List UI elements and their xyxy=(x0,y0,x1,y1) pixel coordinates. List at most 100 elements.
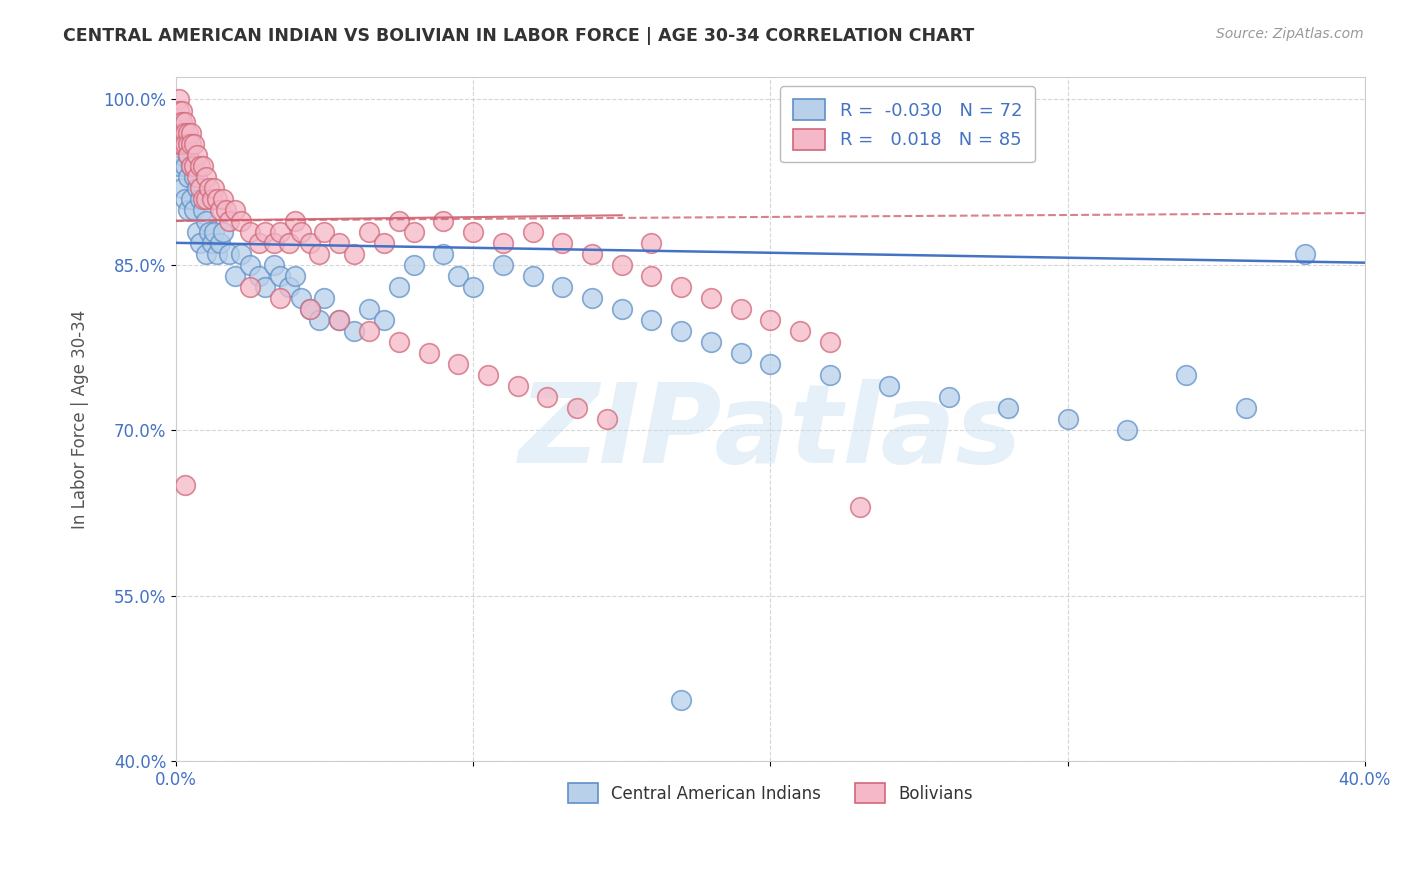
Point xyxy=(343,247,366,261)
Point xyxy=(818,334,841,349)
Point xyxy=(1175,368,1198,383)
Point xyxy=(200,192,222,206)
Point xyxy=(388,214,411,228)
Point xyxy=(183,169,205,184)
Point xyxy=(284,268,307,283)
Point xyxy=(197,225,219,239)
Point xyxy=(328,313,350,327)
Point xyxy=(522,268,544,283)
Point xyxy=(180,159,202,173)
Point xyxy=(477,368,499,383)
Point xyxy=(194,214,217,228)
Point xyxy=(877,379,900,393)
Point xyxy=(298,235,321,250)
Point xyxy=(224,268,246,283)
Point xyxy=(263,235,285,250)
Point xyxy=(191,202,214,217)
Point xyxy=(492,258,515,272)
Point xyxy=(536,390,558,404)
Point xyxy=(183,202,205,217)
Point xyxy=(357,225,380,239)
Point xyxy=(194,247,217,261)
Point xyxy=(789,324,811,338)
Point xyxy=(700,334,723,349)
Point xyxy=(447,357,470,371)
Point xyxy=(1056,412,1078,426)
Point xyxy=(188,159,211,173)
Point xyxy=(277,235,299,250)
Point xyxy=(759,313,782,327)
Point xyxy=(247,235,270,250)
Point xyxy=(610,258,633,272)
Point xyxy=(263,258,285,272)
Point xyxy=(180,136,202,151)
Point xyxy=(188,180,211,194)
Point xyxy=(314,291,336,305)
Point xyxy=(461,280,484,294)
Point xyxy=(328,235,350,250)
Point xyxy=(357,324,380,338)
Point xyxy=(191,159,214,173)
Point xyxy=(173,136,195,151)
Point xyxy=(173,136,195,151)
Point xyxy=(247,268,270,283)
Point xyxy=(180,159,202,173)
Point xyxy=(167,159,190,173)
Point xyxy=(269,225,291,239)
Point xyxy=(177,126,200,140)
Legend: Central American Indians, Bolivians: Central American Indians, Bolivians xyxy=(557,772,984,814)
Point xyxy=(167,114,190,128)
Point xyxy=(170,136,193,151)
Point xyxy=(177,147,200,161)
Point xyxy=(253,280,276,294)
Point xyxy=(730,346,752,360)
Text: CENTRAL AMERICAN INDIAN VS BOLIVIAN IN LABOR FORCE | AGE 30-34 CORRELATION CHART: CENTRAL AMERICAN INDIAN VS BOLIVIAN IN L… xyxy=(63,27,974,45)
Point xyxy=(186,180,208,194)
Point xyxy=(239,280,262,294)
Point xyxy=(173,192,195,206)
Point xyxy=(167,93,190,107)
Point xyxy=(212,192,235,206)
Point xyxy=(170,126,193,140)
Point xyxy=(640,313,662,327)
Point xyxy=(173,114,195,128)
Point xyxy=(373,313,395,327)
Point xyxy=(551,235,574,250)
Point xyxy=(551,280,574,294)
Point xyxy=(997,401,1019,416)
Point xyxy=(357,301,380,316)
Point xyxy=(461,225,484,239)
Point xyxy=(218,214,240,228)
Point xyxy=(207,247,229,261)
Point xyxy=(177,147,200,161)
Point xyxy=(730,301,752,316)
Point xyxy=(447,268,470,283)
Point xyxy=(212,225,235,239)
Point xyxy=(177,202,200,217)
Point xyxy=(170,126,193,140)
Point xyxy=(290,291,312,305)
Point xyxy=(759,357,782,371)
Point xyxy=(610,301,633,316)
Point xyxy=(640,268,662,283)
Point xyxy=(1294,247,1316,261)
Point xyxy=(215,202,238,217)
Point xyxy=(669,280,692,294)
Point xyxy=(818,368,841,383)
Point xyxy=(298,301,321,316)
Point xyxy=(200,235,222,250)
Point xyxy=(290,225,312,239)
Point xyxy=(581,247,603,261)
Point xyxy=(848,500,870,515)
Point xyxy=(194,169,217,184)
Point xyxy=(191,192,214,206)
Point xyxy=(173,126,195,140)
Point xyxy=(1116,423,1139,437)
Point xyxy=(938,390,960,404)
Point xyxy=(269,291,291,305)
Point xyxy=(186,147,208,161)
Point xyxy=(167,136,190,151)
Point xyxy=(239,225,262,239)
Point xyxy=(239,258,262,272)
Point xyxy=(177,136,200,151)
